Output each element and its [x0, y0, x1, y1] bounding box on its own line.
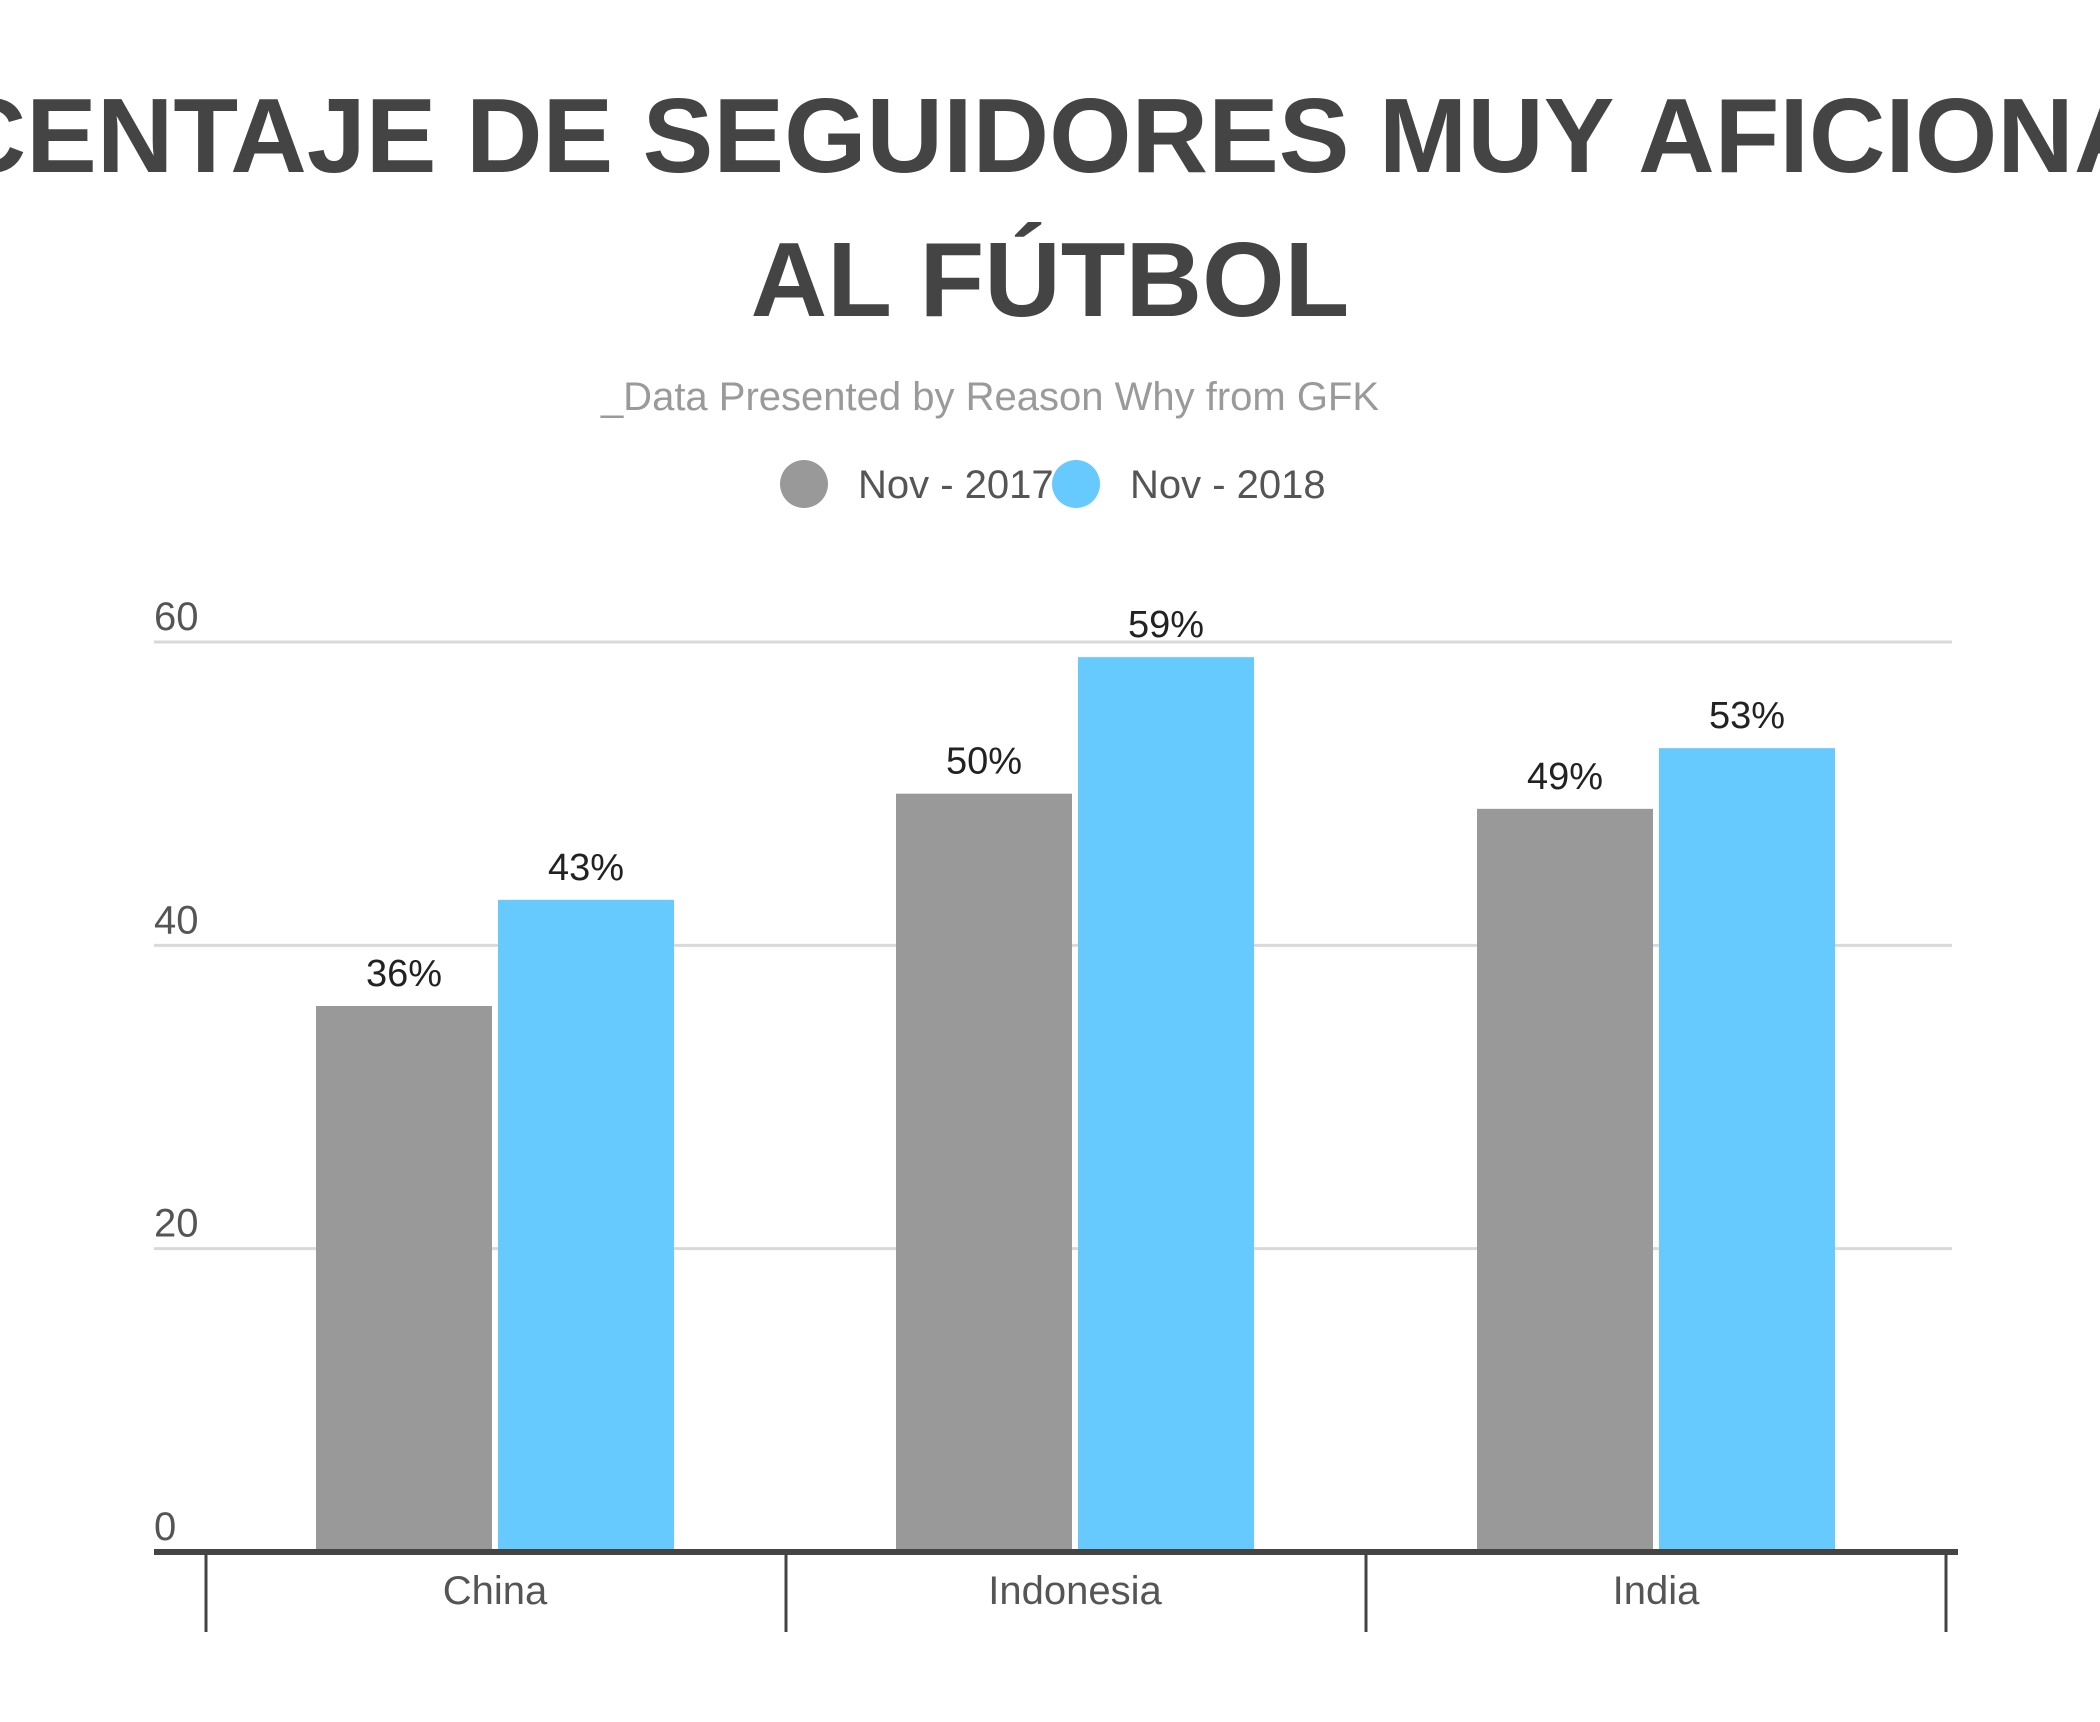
value-labels: 36% 43% 50% 59% 49% 53%: [366, 604, 1785, 995]
bars: [316, 657, 1835, 1552]
x-tick-label: India: [1613, 1569, 1700, 1613]
legend: Nov - 2017 Nov - 2018: [780, 460, 1326, 508]
y-tick-label: 20: [154, 1202, 199, 1246]
data-label: 43%: [548, 847, 624, 889]
legend-label-2018: Nov - 2018: [1130, 463, 1326, 507]
bar-indonesia-2018: [1078, 657, 1254, 1552]
x-tick-label: Indonesia: [988, 1569, 1162, 1613]
y-axis-ticks: 0 20 40 60: [154, 595, 199, 1549]
data-label: 36%: [366, 953, 442, 995]
chart-title-line2: AL FÚTBOL: [751, 221, 1350, 339]
data-label: 53%: [1709, 695, 1785, 737]
legend-marker-2017: [780, 460, 828, 508]
x-axis: China Indonesia India: [154, 1549, 1958, 1632]
data-label: 49%: [1527, 756, 1603, 798]
y-tick-label: 40: [154, 898, 199, 942]
y-tick-label: 0: [154, 1505, 176, 1549]
data-label: 59%: [1128, 604, 1204, 646]
y-tick-label: 60: [154, 595, 199, 639]
chart-subtitle: _Data Presented by Reason Why from GFK: [600, 375, 1379, 419]
chart-title-line1: PORCENTAJE DE SEGUIDORES MUY AFICIONADOS: [0, 77, 2100, 195]
legend-label-2017: Nov - 2017: [858, 463, 1054, 507]
data-label: 50%: [946, 741, 1022, 783]
bar-china-2017: [316, 1006, 492, 1552]
bar-india-2018: [1659, 748, 1835, 1552]
bar-indonesia-2017: [896, 793, 1072, 1552]
x-tick-label: China: [443, 1569, 548, 1613]
legend-marker-2018: [1052, 460, 1100, 508]
bar-india-2017: [1477, 808, 1653, 1552]
bar-china-2018: [498, 899, 674, 1552]
